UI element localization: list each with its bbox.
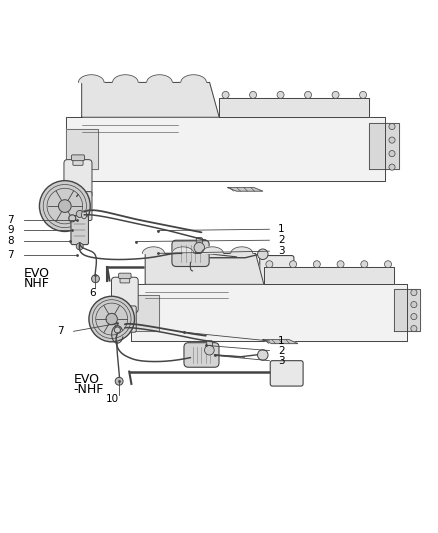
Circle shape — [389, 150, 395, 157]
Polygon shape — [78, 75, 104, 83]
Circle shape — [389, 124, 395, 130]
FancyBboxPatch shape — [270, 361, 303, 386]
Polygon shape — [393, 289, 420, 330]
Text: 7: 7 — [7, 249, 14, 260]
FancyBboxPatch shape — [66, 191, 92, 221]
Circle shape — [69, 215, 76, 222]
Polygon shape — [228, 188, 263, 191]
FancyBboxPatch shape — [73, 159, 83, 165]
Circle shape — [89, 296, 134, 342]
Polygon shape — [370, 123, 399, 169]
Text: 9: 9 — [7, 225, 14, 235]
Polygon shape — [131, 295, 159, 330]
Circle shape — [411, 326, 417, 332]
Circle shape — [337, 261, 344, 268]
Circle shape — [411, 313, 417, 320]
Text: 7: 7 — [57, 326, 64, 336]
Circle shape — [389, 164, 395, 170]
Text: 7: 7 — [7, 215, 14, 224]
Text: NHF: NHF — [24, 277, 50, 289]
Text: 3: 3 — [278, 246, 285, 256]
Text: 1: 1 — [278, 336, 285, 346]
Circle shape — [313, 261, 320, 268]
Circle shape — [205, 345, 214, 355]
FancyBboxPatch shape — [120, 277, 130, 283]
Polygon shape — [264, 267, 393, 284]
Circle shape — [304, 91, 311, 99]
FancyBboxPatch shape — [112, 306, 136, 332]
Circle shape — [332, 91, 339, 99]
Circle shape — [258, 350, 268, 360]
Circle shape — [222, 91, 229, 99]
Text: -NHF: -NHF — [74, 383, 104, 395]
FancyBboxPatch shape — [196, 238, 202, 247]
Polygon shape — [201, 247, 223, 254]
Circle shape — [194, 243, 205, 253]
Ellipse shape — [81, 211, 87, 219]
Circle shape — [266, 261, 273, 268]
Circle shape — [361, 261, 368, 268]
Circle shape — [360, 91, 367, 99]
Text: EVO: EVO — [74, 373, 99, 386]
Text: 2: 2 — [278, 345, 285, 356]
Polygon shape — [131, 284, 407, 341]
Polygon shape — [145, 254, 264, 284]
FancyBboxPatch shape — [172, 240, 209, 266]
FancyBboxPatch shape — [119, 273, 131, 279]
Text: 3: 3 — [278, 356, 285, 366]
Circle shape — [277, 91, 284, 99]
Circle shape — [92, 275, 99, 282]
Text: 10: 10 — [106, 394, 119, 404]
Polygon shape — [172, 247, 194, 254]
Text: 1: 1 — [278, 224, 285, 235]
Polygon shape — [181, 75, 206, 83]
Polygon shape — [66, 129, 98, 169]
Circle shape — [250, 91, 257, 99]
Polygon shape — [231, 247, 253, 254]
FancyBboxPatch shape — [64, 159, 92, 198]
Circle shape — [389, 137, 395, 143]
Circle shape — [58, 200, 71, 213]
Text: EVO: EVO — [24, 266, 50, 280]
FancyBboxPatch shape — [184, 343, 219, 367]
Circle shape — [290, 261, 297, 268]
Polygon shape — [219, 98, 370, 117]
Polygon shape — [142, 247, 165, 254]
Polygon shape — [147, 75, 172, 83]
Circle shape — [76, 211, 83, 217]
Circle shape — [76, 243, 83, 250]
Text: 2: 2 — [278, 235, 285, 245]
FancyBboxPatch shape — [111, 277, 138, 313]
Circle shape — [411, 302, 417, 308]
FancyBboxPatch shape — [71, 216, 88, 245]
Text: 6: 6 — [89, 288, 95, 298]
Circle shape — [411, 289, 417, 296]
Circle shape — [114, 327, 120, 333]
FancyBboxPatch shape — [260, 255, 294, 282]
Circle shape — [385, 261, 392, 268]
Polygon shape — [263, 340, 298, 344]
FancyBboxPatch shape — [207, 341, 212, 350]
Polygon shape — [113, 75, 138, 83]
Polygon shape — [81, 83, 219, 117]
FancyBboxPatch shape — [71, 155, 85, 160]
Circle shape — [115, 377, 123, 385]
Circle shape — [106, 313, 117, 325]
Polygon shape — [66, 117, 385, 181]
Text: 8: 8 — [7, 236, 14, 246]
Circle shape — [258, 249, 268, 260]
Circle shape — [39, 181, 90, 231]
